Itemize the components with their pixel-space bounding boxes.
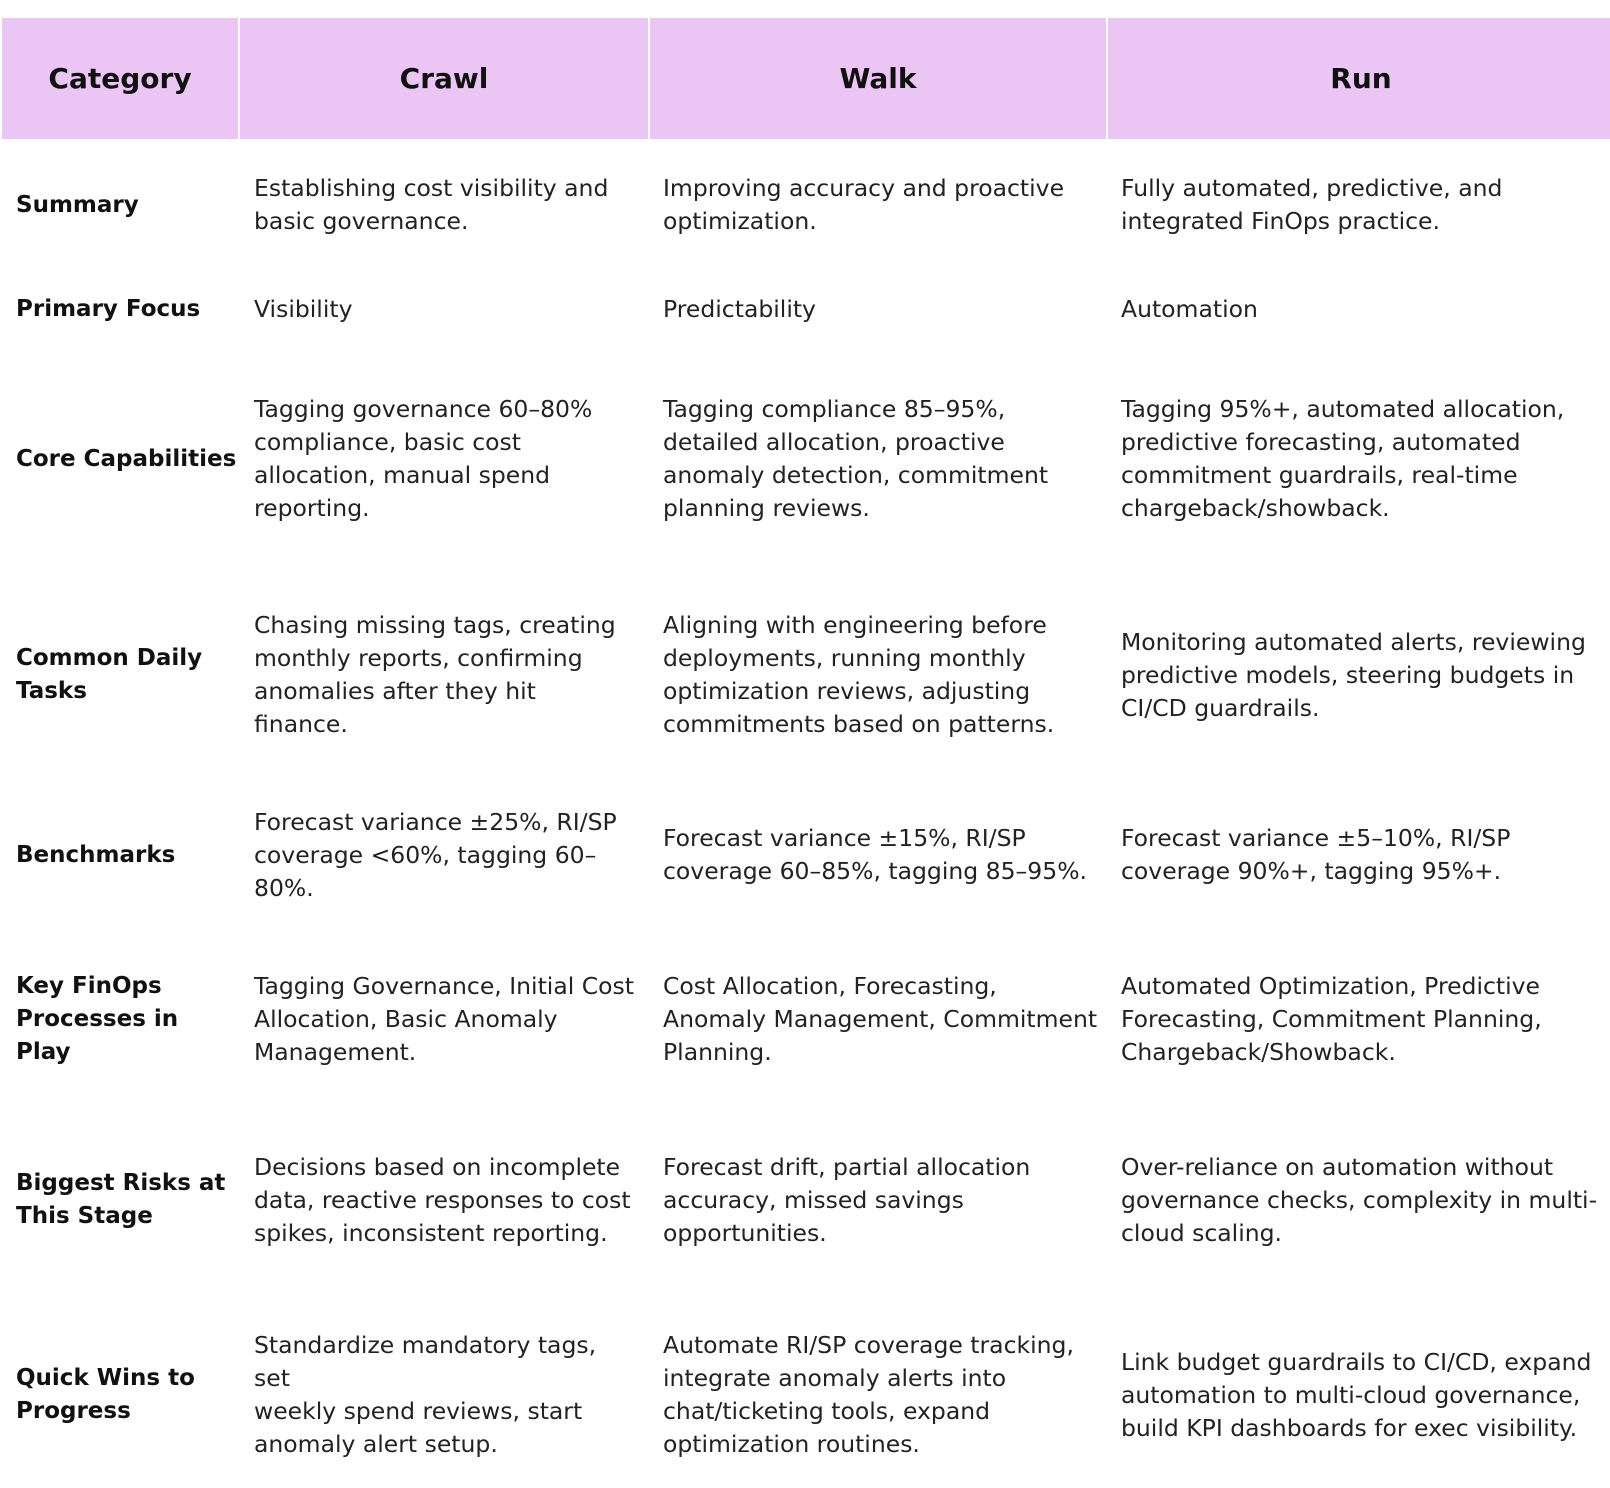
run-cell: Forecast variance ±5–10%, RI/SP coverage… xyxy=(1121,824,1511,885)
crawl-cell: Standardize mandatory tags, set weekly s… xyxy=(254,1331,597,1458)
run-cell: Automated Optimization, Predictive Forec… xyxy=(1121,971,1542,1066)
run-cell: Fully automated, predictive, and integra… xyxy=(1121,174,1503,235)
table-row: Summary Establishing cost visibility and… xyxy=(0,170,1610,240)
walk-cell: Forecast variance ±15%, RI/SP coverage 6… xyxy=(663,824,1088,885)
header-crawl: Crawl xyxy=(240,18,648,139)
walk-cell: Aligning with engineering before deploym… xyxy=(663,611,1055,738)
row-category: Benchmarks xyxy=(16,841,176,868)
table-row: Core Capabilities Tagging governance 60–… xyxy=(0,392,1610,526)
table-row: Biggest Risks at This Stage Decisions ba… xyxy=(0,1149,1610,1251)
row-category: Core Capabilities xyxy=(16,445,237,472)
crawl-cell: Tagging Governance, Initial Cost Allocat… xyxy=(254,971,634,1066)
run-cell: Automation xyxy=(1121,294,1258,323)
walk-cell: Tagging compliance 85–95%, detailed allo… xyxy=(663,395,1049,522)
crawl-cell: Tagging governance 60–80% compliance, ba… xyxy=(254,395,593,522)
walk-cell: Improving accuracy and proactive optimiz… xyxy=(663,174,1065,235)
run-cell: Tagging 95%+, automated allocation, pred… xyxy=(1121,395,1565,522)
header-category: Category xyxy=(2,18,238,139)
run-cell: Link budget guardrails to CI/CD, expand … xyxy=(1121,1347,1592,1442)
crawl-cell: Chasing missing tags, creating monthly r… xyxy=(254,611,616,738)
crawl-cell: Visibility xyxy=(254,294,353,323)
walk-cell: Automate RI/SP coverage tracking, integr… xyxy=(663,1331,1074,1458)
crawl-cell: Decisions based on incomplete data, reac… xyxy=(254,1152,631,1247)
row-category: Summary xyxy=(16,191,139,218)
table-row: Key FinOps Processes in Play Tagging Gov… xyxy=(0,968,1610,1070)
row-category: Primary Focus xyxy=(16,295,201,322)
table-row: Benchmarks Forecast variance ±25%, RI/SP… xyxy=(0,804,1610,906)
crawl-cell: Establishing cost visibility and basic g… xyxy=(254,174,609,235)
table-row: Common Daily Tasks Chasing missing tags,… xyxy=(0,608,1610,742)
walk-cell: Forecast drift, partial allocation accur… xyxy=(663,1152,1031,1247)
row-category: Biggest Risks at This Stage xyxy=(16,1170,226,1229)
row-category: Quick Wins to Progress xyxy=(16,1365,195,1424)
table-row: Primary Focus Visibility Predictability … xyxy=(0,292,1610,326)
run-cell: Monitoring automated alerts, reviewing p… xyxy=(1121,627,1586,722)
row-category: Key FinOps Processes in Play xyxy=(16,972,179,1065)
walk-cell: Cost Allocation, Forecasting, Anomaly Ma… xyxy=(663,971,1098,1066)
header-run: Run xyxy=(1108,18,1610,139)
table-row: Quick Wins to Progress Standardize manda… xyxy=(0,1328,1610,1462)
walk-cell: Predictability xyxy=(663,294,816,323)
header-walk: Walk xyxy=(650,18,1106,139)
table-header: Category Crawl Walk Run xyxy=(2,18,1610,139)
row-category: Common Daily Tasks xyxy=(16,645,203,704)
run-cell: Over-reliance on automation without gove… xyxy=(1121,1152,1598,1247)
crawl-cell: Forecast variance ±25%, RI/SP coverage <… xyxy=(254,807,617,902)
